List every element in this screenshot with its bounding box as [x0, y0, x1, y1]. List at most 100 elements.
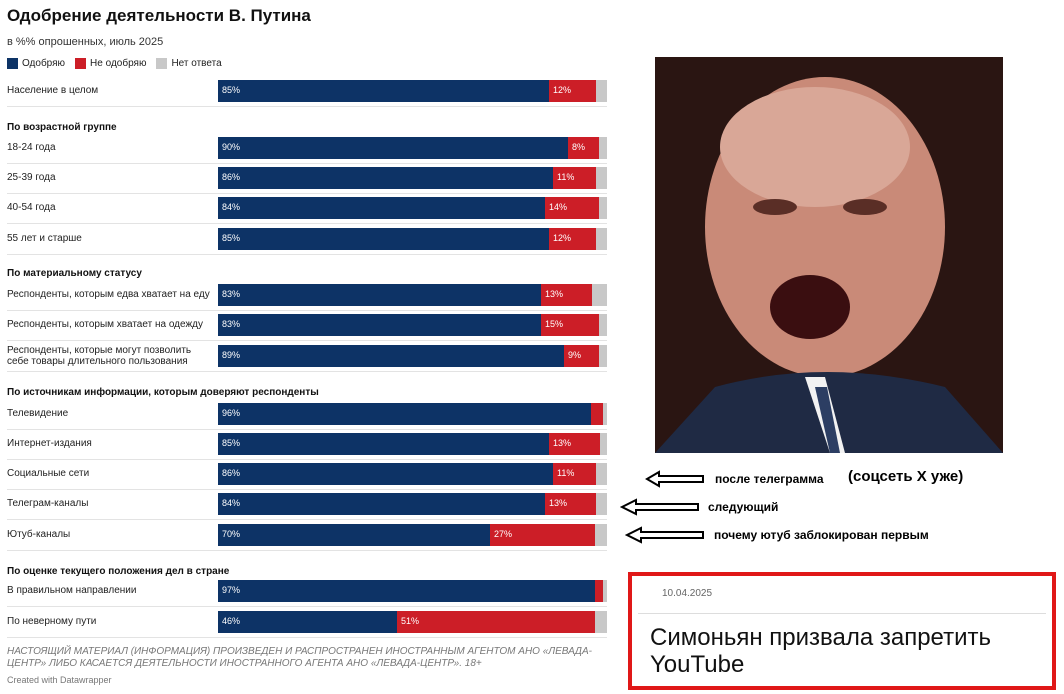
row-divider	[7, 106, 607, 107]
row-label: Респонденты, которые могут позволить себ…	[7, 345, 192, 367]
stacked-bar: 85% 12%	[218, 228, 607, 250]
bar-segment-no-answer	[599, 314, 607, 336]
row-divider	[7, 429, 607, 430]
stacked-bar: 86% 11%	[218, 167, 607, 189]
legend-swatch-approve	[7, 58, 18, 69]
bar-segment-no-answer	[595, 611, 607, 633]
news-date: 10.04.2025	[662, 588, 713, 599]
data-label-approve: 96%	[222, 408, 241, 418]
legend-item-approve: Одобряю	[7, 58, 65, 69]
bar-segment-disapprove: 15%	[541, 314, 599, 336]
bar-segment-disapprove: 13%	[545, 493, 596, 515]
row-label: 40-54 года	[7, 202, 56, 213]
legend-label-disapprove: Не одобряю	[90, 58, 147, 69]
row-divider	[7, 550, 607, 551]
bar-segment-disapprove: 12%	[549, 80, 596, 102]
row-label: В правильном направлении	[7, 585, 137, 596]
legend-swatch-disapprove	[75, 58, 87, 69]
legend-label-no-answer: Нет ответа	[171, 58, 222, 69]
bar-segment-no-answer	[599, 345, 607, 367]
data-label-disapprove: 51%	[401, 616, 420, 626]
annotation-next: следующий	[708, 500, 779, 514]
annotation-youtube-blocked: почему ютуб заблокирован первым	[714, 528, 929, 542]
data-label-disapprove: 14%	[549, 202, 568, 212]
putin-photo	[655, 57, 1003, 453]
data-label-disapprove: 11%	[557, 468, 575, 478]
bar-segment-no-answer	[596, 228, 607, 250]
row-divider	[7, 163, 607, 164]
stacked-bar: 85% 12%	[218, 80, 607, 102]
annotation-x-social: (соцсеть Х уже)	[848, 468, 964, 485]
bar-segment-no-answer	[595, 524, 607, 546]
bar-segment-no-answer	[603, 580, 607, 602]
stacked-bar: 86% 11%	[218, 463, 607, 485]
data-label-approve: 46%	[222, 616, 241, 626]
row-label: 55 лет и старше	[7, 233, 82, 244]
row-divider	[7, 193, 607, 194]
legend-label-approve: Одобряю	[22, 58, 66, 69]
stacked-bar: 85% 13%	[218, 433, 607, 455]
bar-segment-no-answer	[592, 284, 607, 306]
row-divider	[7, 310, 607, 311]
bar-segment-no-answer	[596, 167, 607, 189]
data-label-disapprove: 11%	[557, 172, 575, 182]
group-header: По источникам информации, которым доверя…	[7, 387, 319, 398]
bar-segment-no-answer	[599, 197, 607, 219]
bar-segment-disapprove	[595, 580, 603, 602]
stacked-bar: 96%	[218, 403, 607, 425]
bar-segment-disapprove: 13%	[541, 284, 592, 306]
arrow-left-icon	[620, 498, 699, 516]
news-divider	[638, 613, 1046, 614]
arrow-left-icon	[645, 470, 704, 488]
data-label-disapprove: 27%	[494, 529, 513, 539]
legend-item-no-answer: Нет ответа	[156, 58, 222, 69]
stacked-bar: 46% 51%	[218, 611, 607, 633]
data-label-approve: 97%	[222, 585, 241, 595]
row-divider	[7, 489, 607, 490]
bar-segment-approve: 70%	[218, 524, 490, 546]
data-label-approve: 83%	[222, 289, 241, 299]
data-label-approve: 86%	[222, 468, 241, 478]
legend-swatch-no-answer	[156, 58, 168, 69]
stacked-bar: 97%	[218, 580, 607, 602]
legend-item-disapprove: Не одобряю	[75, 58, 146, 69]
bar-segment-approve: 85%	[218, 228, 549, 250]
bar-segment-no-answer	[596, 80, 607, 102]
data-label-disapprove: 8%	[572, 142, 586, 152]
row-label: Население в целом	[7, 85, 99, 96]
row-divider	[7, 223, 607, 224]
stacked-bar: 70% 27%	[218, 524, 607, 546]
data-label-disapprove: 12%	[553, 233, 572, 243]
row-divider	[7, 254, 607, 255]
bar-segment-disapprove: 12%	[549, 228, 596, 250]
data-label-approve: 85%	[222, 438, 241, 448]
datawrapper-credit: Created with Datawrapper	[7, 675, 112, 685]
group-header: По возрастной группе	[7, 122, 117, 133]
bar-segment-disapprove: 13%	[549, 433, 600, 455]
row-label: Телевидение	[7, 408, 69, 419]
arrow-left-icon	[625, 526, 704, 544]
row-label: По неверному пути	[7, 616, 97, 627]
bar-segment-no-answer	[600, 433, 607, 455]
data-label-disapprove: 9%	[568, 350, 582, 360]
row-divider	[7, 606, 607, 607]
row-divider	[7, 637, 607, 638]
bar-segment-no-answer	[599, 137, 607, 159]
bar-segment-approve: 89%	[218, 345, 564, 367]
news-clipping: 10.04.2025 Симоньян призвала запретить Y…	[628, 572, 1056, 690]
stacked-bar: 84% 14%	[218, 197, 607, 219]
bar-segment-approve: 90%	[218, 137, 568, 159]
data-label-approve: 84%	[222, 202, 241, 212]
data-label-approve: 83%	[222, 319, 241, 329]
row-label: Респонденты, которым хватает на одежду	[7, 319, 203, 330]
data-label-approve: 70%	[222, 529, 241, 539]
bar-segment-approve: 84%	[218, 493, 545, 515]
portrait-illustration	[655, 57, 1003, 453]
data-label-disapprove: 13%	[553, 438, 572, 448]
news-headline: Симоньян призвала запретить YouTube	[650, 624, 992, 678]
group-header: По материальному статусу	[7, 268, 142, 279]
bar-segment-disapprove: 14%	[545, 197, 599, 219]
legend: Одобряю Не одобряю Нет ответа	[7, 58, 222, 69]
bar-segment-disapprove	[591, 403, 603, 425]
bar-segment-disapprove: 11%	[553, 167, 596, 189]
